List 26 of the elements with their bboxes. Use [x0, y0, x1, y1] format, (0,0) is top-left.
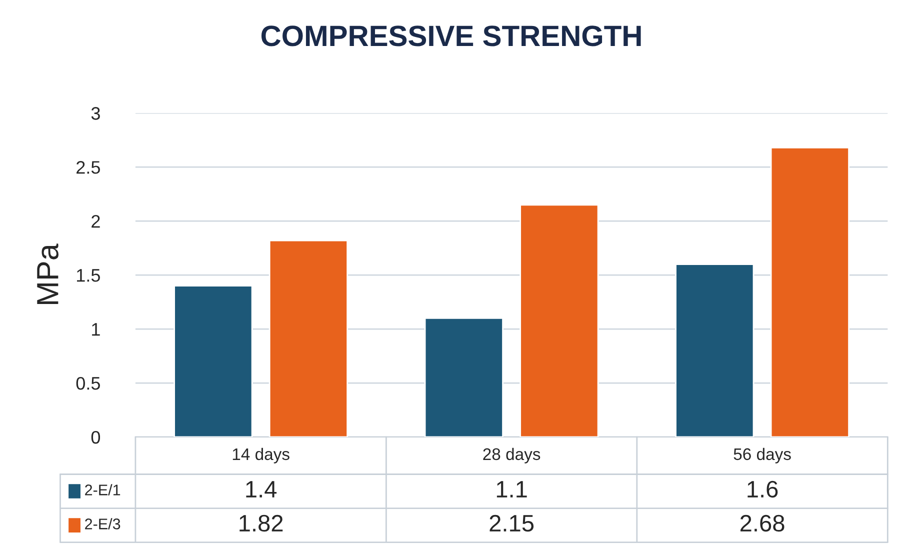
y-tick-label: 3 [91, 107, 100, 120]
y-axis-title: MPa [37, 244, 58, 304]
y-tick-label: 2 [92, 215, 100, 228]
y-tick-label: 0.5 [76, 376, 100, 390]
x-tick-label: 28 days [483, 448, 540, 464]
bar [174, 285, 253, 438]
x-tick-label: 14 days [232, 448, 290, 464]
data-label: 1.6 [748, 480, 778, 498]
legend-label: 2-E/1 [85, 484, 120, 496]
bar [268, 240, 348, 438]
y-tick-label: 2.5 [76, 161, 100, 174]
data-label: 1.1 [496, 481, 527, 498]
legend-label: 2-E/3 [85, 518, 120, 530]
chart-title: COMPRESSIVE STRENGTH [261, 26, 641, 46]
bar [675, 264, 754, 438]
data-label: 2.15 [490, 514, 534, 532]
x-tick-label: 56 days [734, 448, 791, 464]
data-label: 2.68 [740, 514, 784, 532]
bar [770, 146, 850, 438]
y-tick-label: 1 [92, 323, 100, 336]
data-label: 1.4 [246, 481, 277, 498]
data-label: 1.82 [240, 514, 283, 532]
bar [424, 318, 504, 438]
bar [520, 204, 599, 438]
y-tick-label: 0 [91, 430, 100, 444]
y-tick-label: 1.5 [77, 269, 100, 282]
